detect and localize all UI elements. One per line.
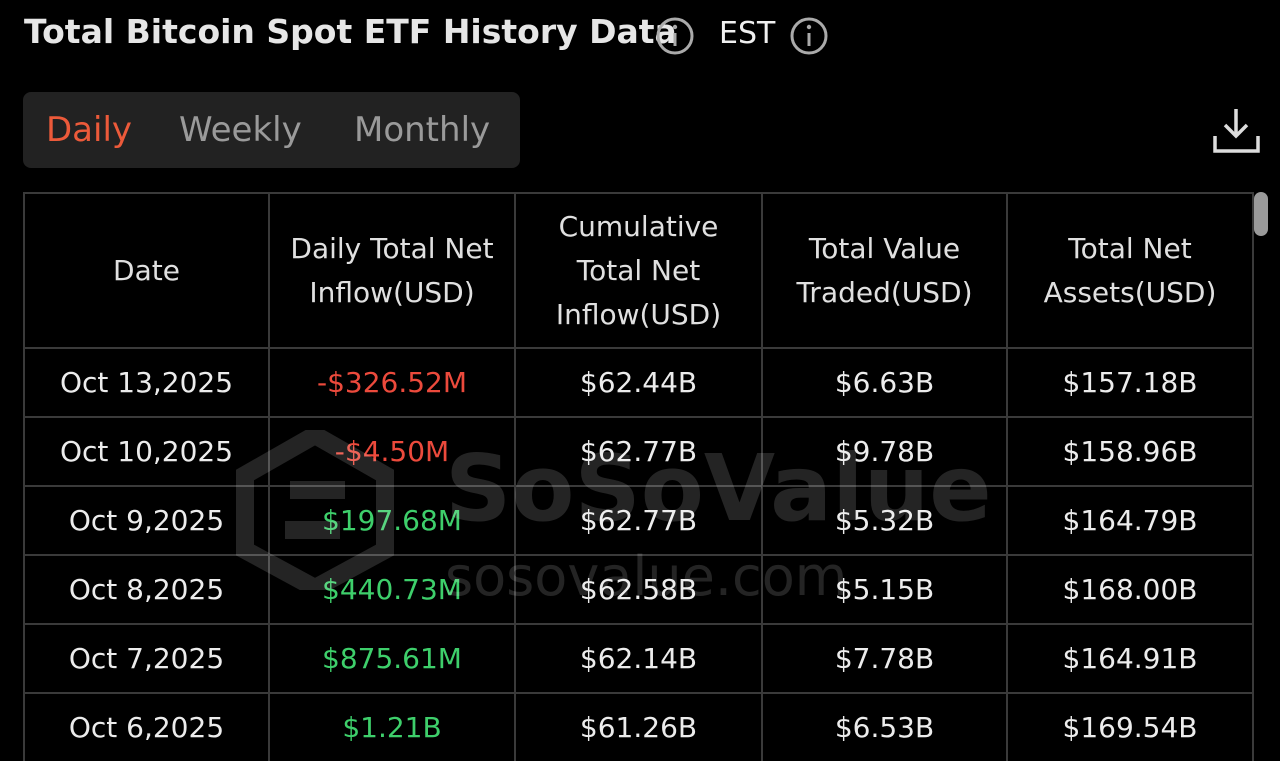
value-cell: $5.15B xyxy=(761,554,1008,625)
date-cell: Oct 9,2025 xyxy=(23,485,270,556)
download-button[interactable] xyxy=(1212,106,1262,156)
scrollbar[interactable] xyxy=(1254,192,1268,236)
column-header: Total Net Assets(USD) xyxy=(1043,231,1217,309)
value-cell: $9.78B xyxy=(761,416,1008,487)
value-cell: $169.54B xyxy=(1006,692,1254,761)
tab[interactable]: Weekly xyxy=(179,110,302,150)
value-cell: $197.68M xyxy=(268,485,516,556)
value-cell: -$326.52M xyxy=(268,347,516,418)
column-header-cell: Total Net Assets(USD) xyxy=(1006,192,1254,349)
column-header-cell: Date xyxy=(23,192,270,349)
value-cell: $440.73M xyxy=(268,554,516,625)
info-icon[interactable] xyxy=(655,16,695,56)
value-cell: $62.77B xyxy=(514,485,763,556)
value-cell: $62.58B xyxy=(514,554,763,625)
date-cell: Oct 10,2025 xyxy=(23,416,270,487)
table-row: Oct 7,2025 $875.61M $62.14B $7.78B $164.91B xyxy=(23,623,1254,694)
column-header: Daily Total Net Inflow(USD) xyxy=(290,231,494,309)
value-cell: $62.44B xyxy=(514,347,763,418)
value-cell: $7.78B xyxy=(761,623,1008,694)
info-icon[interactable] xyxy=(789,16,829,56)
tab[interactable]: Daily xyxy=(46,110,133,150)
value-cell: $62.14B xyxy=(514,623,763,694)
column-header: Date xyxy=(113,253,180,287)
table-row: Oct 9,2025 $197.68M $62.77B $5.32B $164.79B xyxy=(23,485,1254,556)
title: Total Bitcoin Spot ETF History Data xyxy=(24,12,677,51)
value-cell: $6.53B xyxy=(761,692,1008,761)
table-row: Oct 6,2025 $1.21B $61.26B $6.53B $169.54B xyxy=(23,692,1254,761)
value-cell: $62.77B xyxy=(514,416,763,487)
tab-bar: Daily Weekly Monthly xyxy=(23,92,520,168)
table-row: Oct 8,2025 $440.73M $62.58B $5.15B $168.00B xyxy=(23,554,1254,625)
table-row: Oct 13,2025 -$326.52M $62.44B $6.63B $157.18… xyxy=(23,347,1254,418)
value-cell: $164.79B xyxy=(1006,485,1254,556)
date-cell: Oct 7,2025 xyxy=(23,623,270,694)
value-cell: $875.61M xyxy=(268,623,516,694)
value-cell: $158.96B xyxy=(1006,416,1254,487)
value-cell: $157.18B xyxy=(1006,347,1254,418)
value-cell: $6.63B xyxy=(761,347,1008,418)
table-row: Oct 10,2025 -$4.50M $62.77B $9.78B $158.96B xyxy=(23,416,1254,487)
value-cell: $1.21B xyxy=(268,692,516,761)
column-header-cell: Total Value Traded(USD) xyxy=(761,192,1008,349)
timezone[interactable]: EST xyxy=(719,16,776,51)
column-header-cell: Cumulative Total Net Inflow(USD) xyxy=(514,192,763,349)
column-header-cell: Daily Total Net Inflow(USD) xyxy=(268,192,516,349)
date-cell: Oct 8,2025 xyxy=(23,554,270,625)
value-cell: $5.32B xyxy=(761,485,1008,556)
column-header: Cumulative Total Net Inflow(USD) xyxy=(555,209,722,331)
etf-table: Date Daily Total Net Inflow(USD) Cumulativ… xyxy=(23,192,1254,761)
date-cell: Oct 6,2025 xyxy=(23,692,270,761)
value-cell: $168.00B xyxy=(1006,554,1254,625)
value-cell: -$4.50M xyxy=(268,416,516,487)
column-header: Total Value Traded(USD) xyxy=(796,231,973,309)
tab[interactable]: Monthly xyxy=(354,110,491,150)
value-cell: $61.26B xyxy=(514,692,763,761)
value-cell: $164.91B xyxy=(1006,623,1254,694)
date-cell: Oct 13,2025 xyxy=(23,347,270,418)
